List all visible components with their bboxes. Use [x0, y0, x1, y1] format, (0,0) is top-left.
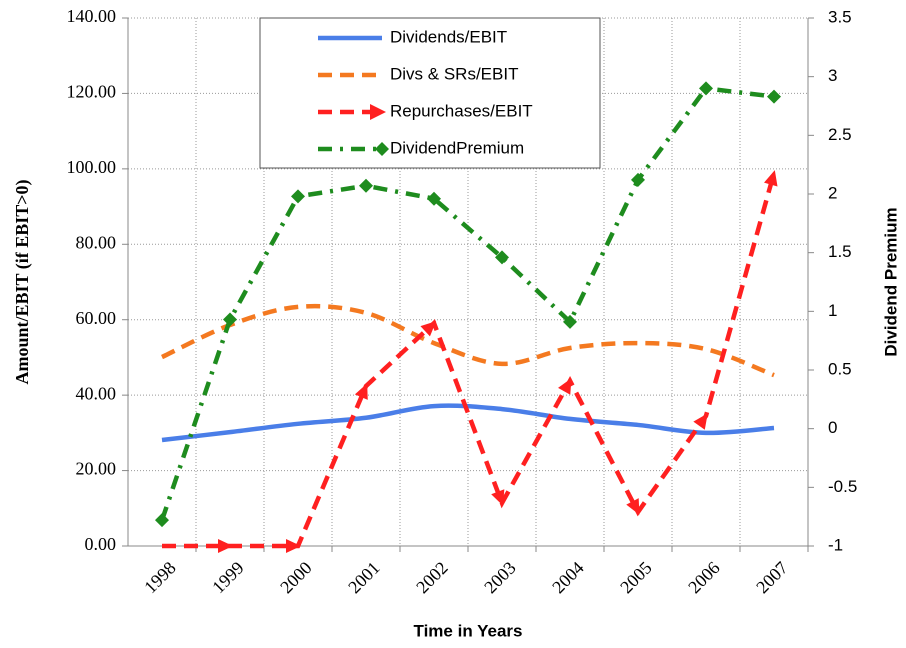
x-tick-label: 2004: [548, 558, 588, 598]
x-tick-label: 2000: [276, 558, 316, 598]
y-tick-label: 20.00: [76, 459, 117, 479]
point-marker: [427, 191, 441, 206]
point-marker: [631, 172, 645, 187]
point-marker: [495, 250, 509, 265]
y-tick-label: 60.00: [76, 308, 117, 328]
point-marker: [286, 539, 301, 553]
y2-tick-label: 1: [828, 301, 837, 320]
series-line: [161, 403, 775, 443]
y2-tick-label: -1: [828, 535, 843, 554]
x-tick-label: 2002: [412, 558, 452, 598]
y-tick-label: 100.00: [67, 157, 117, 177]
point-marker: [359, 178, 373, 193]
point-marker: [558, 378, 572, 395]
x-tick-label: 2006: [684, 558, 724, 598]
series-line: [162, 172, 777, 549]
series-line: [161, 303, 775, 378]
x-tick-label: 2007: [752, 558, 792, 598]
point-marker: [693, 413, 708, 430]
y2-tick-label: 3: [828, 66, 837, 85]
series-line: [159, 86, 775, 521]
y2-tick-label: 0.5: [828, 359, 852, 378]
legend-marker: [370, 104, 386, 120]
y2-tick-label: 1.5: [828, 242, 852, 261]
y2-tick-label: -0.5: [828, 477, 857, 496]
y2-tick-label: 3.5: [828, 7, 852, 26]
y-tick-label: 80.00: [76, 232, 117, 252]
point-marker: [699, 81, 713, 96]
point-marker: [155, 513, 169, 528]
point-marker: [354, 383, 368, 400]
point-marker: [491, 489, 505, 506]
legend-label: Dividends/EBIT: [390, 27, 507, 46]
y-tick-label: 140.00: [67, 6, 117, 26]
y2-tick-label: 2: [828, 183, 837, 202]
y2-axis-title: Dividend Premium: [881, 207, 900, 356]
legend-label: Divs & SRs/EBIT: [390, 64, 518, 83]
point-marker: [626, 498, 640, 515]
point-marker: [291, 189, 305, 204]
x-tick-label: 1998: [140, 558, 180, 598]
x-tick-label: 2003: [480, 558, 520, 598]
legend-label: DividendPremium: [390, 138, 524, 157]
point-marker: [223, 312, 237, 327]
legend-box: [259, 17, 601, 169]
point-marker: [218, 539, 233, 553]
y-axis-title: Amount/EBIT (if EBIT>0): [12, 180, 33, 385]
x-tick-label: 1999: [208, 558, 248, 598]
y-tick-label: 0.00: [85, 534, 117, 554]
y2-tick-label: 2.5: [828, 125, 852, 144]
y-tick-label: 120.00: [67, 82, 117, 102]
point-marker: [420, 321, 437, 337]
legend-marker: [375, 142, 389, 156]
y2-tick-label: 0: [828, 418, 837, 437]
legend-label: Repurchases/EBIT: [390, 101, 533, 120]
y-tick-label: 40.00: [76, 383, 117, 403]
x-tick-label: 2005: [616, 558, 656, 598]
x-axis-title: Time in Years: [414, 621, 523, 640]
x-tick-label: 2001: [344, 558, 384, 598]
point-marker: [767, 89, 781, 104]
point-marker: [764, 170, 778, 187]
point-marker: [563, 314, 577, 329]
